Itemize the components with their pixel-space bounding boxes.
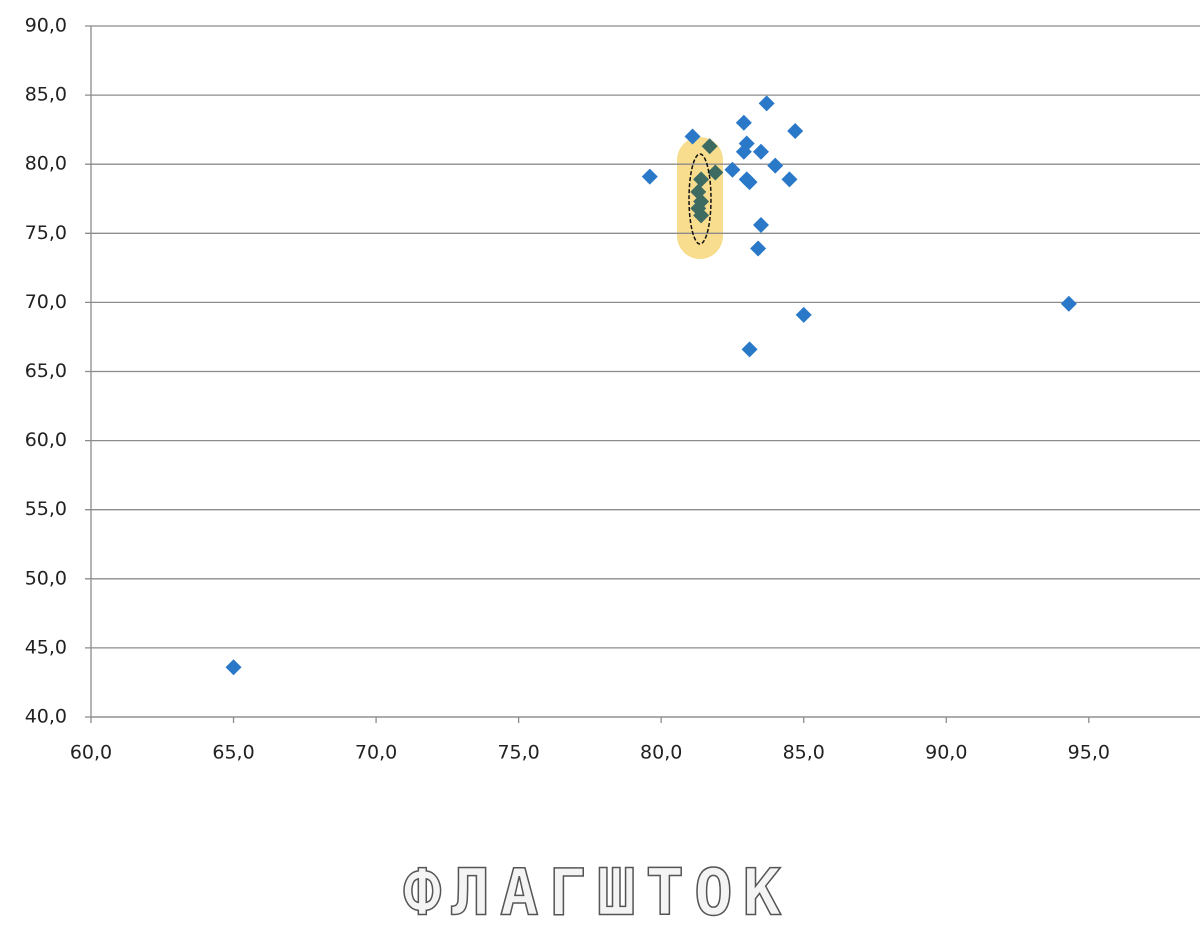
x-tick-label: 95,0 — [1068, 742, 1110, 764]
x-tick-label: 80,0 — [640, 742, 682, 764]
point — [693, 207, 710, 224]
y-tick-label: 40,0 — [25, 706, 67, 728]
point — [752, 143, 769, 160]
y-tick-label: 90,0 — [25, 15, 67, 37]
x-tick-label: 85,0 — [783, 742, 825, 764]
point — [752, 217, 769, 234]
point — [735, 143, 752, 160]
y-tick-label: 75,0 — [25, 222, 67, 244]
x-tick-label: 70,0 — [355, 742, 397, 764]
x-tick-label: 75,0 — [497, 742, 539, 764]
point — [758, 95, 775, 112]
y-tick-label: 65,0 — [25, 360, 67, 382]
point — [701, 138, 718, 155]
y-tick-label: 55,0 — [25, 498, 67, 520]
y-tick-label: 60,0 — [25, 429, 67, 451]
point — [781, 171, 798, 188]
x-tick-label: 90,0 — [925, 742, 967, 764]
point — [693, 171, 710, 188]
plot-area: 40,0 45,0 50,0 55,0 60,0 65,0 70,0 75,0 80,0 85,0… — [25, 15, 1200, 764]
point — [1060, 295, 1077, 312]
point — [741, 341, 758, 358]
x-tick-label: 65,0 — [212, 742, 254, 764]
point — [641, 168, 658, 185]
point — [795, 306, 812, 323]
y-tick-label: 85,0 — [25, 84, 67, 106]
point — [750, 240, 767, 257]
y-tick-label: 80,0 — [25, 153, 67, 175]
point — [684, 128, 701, 145]
highlight-ellipse — [688, 153, 712, 245]
point — [225, 659, 242, 676]
point — [735, 114, 752, 131]
point — [767, 157, 784, 174]
point — [741, 174, 758, 191]
point — [787, 123, 804, 140]
y-tick-label: 45,0 — [25, 636, 67, 658]
point — [707, 164, 724, 181]
y-tick-label: 70,0 — [25, 291, 67, 313]
x-tick-label: 60,0 — [70, 742, 112, 764]
y-tick-label: 50,0 — [25, 567, 67, 589]
watermark: ФЛАГШТОК — [403, 857, 791, 931]
point — [724, 161, 741, 178]
